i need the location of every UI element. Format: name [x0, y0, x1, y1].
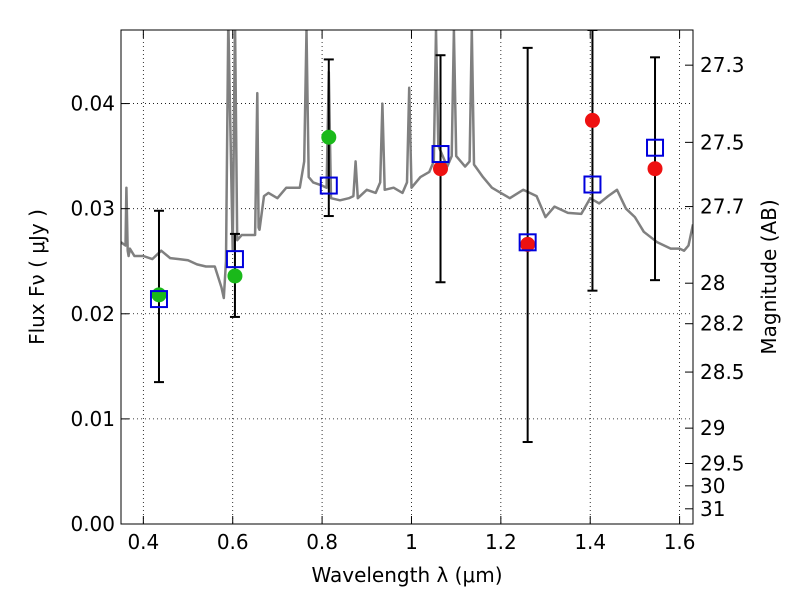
- model-square-marker: [431, 145, 450, 164]
- y-tick-label: 0.04: [70, 92, 115, 116]
- plot-frame: [120, 29, 694, 525]
- y-tick-label: 0.00: [70, 512, 115, 536]
- x-tick-label: 0.4: [127, 530, 159, 554]
- y2-tick-label: 29.5: [700, 452, 745, 476]
- green-point: [227, 268, 243, 284]
- x-axis-title: Wavelength λ (μm): [311, 563, 502, 587]
- y2-tick-label: 28.5: [700, 360, 745, 384]
- y-tick-label: 0.01: [70, 407, 115, 431]
- x-tick-label: 0.8: [306, 530, 338, 554]
- y-tick-label: 0.03: [70, 197, 115, 221]
- y2-tick-label: 28: [700, 271, 725, 295]
- model-square-marker: [225, 250, 244, 269]
- model-square-marker: [319, 176, 338, 195]
- x-tick-label: 0.6: [217, 530, 249, 554]
- y2-tick-label: 30: [700, 474, 725, 498]
- y2-tick-label: 27.5: [700, 130, 745, 154]
- red-point: [433, 161, 449, 177]
- y2-tick-label: 27.7: [700, 195, 745, 219]
- model-square-marker: [646, 138, 665, 157]
- x-tick-label: 1: [405, 530, 418, 554]
- x-tick-label: 1.2: [485, 530, 517, 554]
- red-point: [647, 161, 663, 177]
- x-tick-label: 1.4: [574, 530, 606, 554]
- y-axis-title: Flux Fν ( μJy ): [25, 209, 49, 345]
- axis-ticks: 0.4 0.6 0.8 1 1.2 1.4 1.6 0.00 0.01 0.02 0.03 0.04 2…: [70, 30, 745, 554]
- model-square-marker: [149, 290, 168, 309]
- red-point: [520, 236, 536, 252]
- green-point: [321, 129, 337, 145]
- y2-tick-label: 28.2: [700, 312, 745, 336]
- data-points: [149, 112, 665, 309]
- green-point: [151, 287, 167, 303]
- red-point: [584, 112, 600, 128]
- y2-tick-label: 27.3: [700, 53, 745, 77]
- y2-tick-label: 31: [700, 497, 725, 521]
- model-square-marker: [583, 175, 602, 194]
- model-square-marker: [518, 233, 537, 252]
- plot-background: [121, 30, 693, 524]
- y-tick-label: 0.02: [70, 302, 115, 326]
- sed-model-line: [121, 30, 693, 300]
- y2-tick-label: 29: [700, 416, 725, 440]
- y2-axis-title: Magnitude (AB): [757, 199, 781, 354]
- x-tick-label: 1.6: [664, 530, 696, 554]
